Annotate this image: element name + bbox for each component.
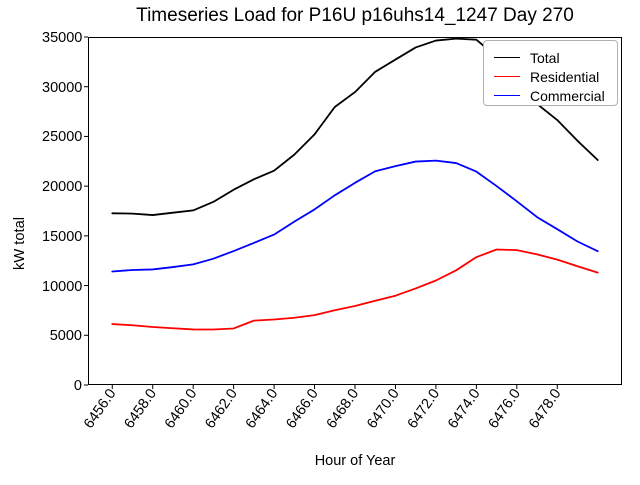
svg-text:6458.0: 6458.0 (121, 386, 160, 432)
svg-text:6470.0: 6470.0 (364, 386, 403, 432)
svg-text:6472.0: 6472.0 (405, 386, 444, 432)
svg-text:6460.0: 6460.0 (162, 386, 201, 432)
svg-text:6464.0: 6464.0 (243, 386, 282, 432)
svg-text:6466.0: 6466.0 (283, 386, 322, 432)
svg-text:6468.0: 6468.0 (324, 386, 363, 432)
svg-text:6456.0: 6456.0 (81, 386, 120, 432)
svg-text:6474.0: 6474.0 (445, 386, 484, 432)
svg-text:6462.0: 6462.0 (202, 386, 241, 432)
svg-text:6476.0: 6476.0 (486, 386, 525, 432)
svg-text:6478.0: 6478.0 (526, 386, 565, 432)
